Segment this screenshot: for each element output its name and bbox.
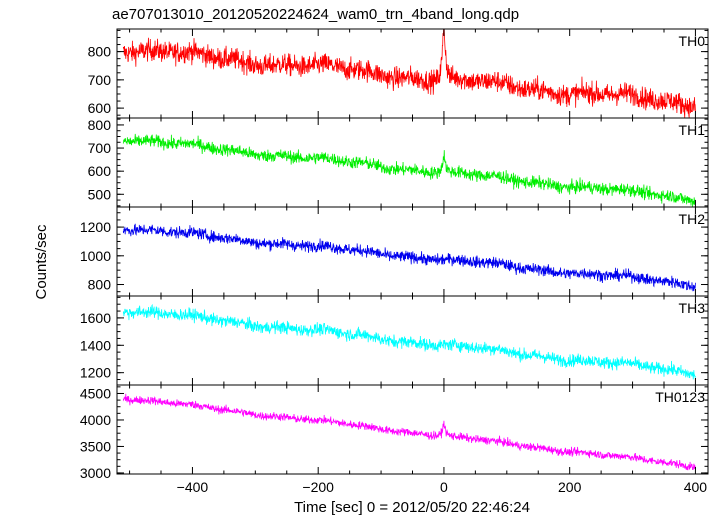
- y-tick-label: 800: [88, 44, 112, 60]
- y-tick-label: 700: [88, 140, 112, 156]
- y-tick-label: 700: [88, 72, 112, 88]
- x-tick-label: 0: [440, 479, 448, 495]
- y-axis-label: Counts/sec: [33, 224, 50, 300]
- y-tick-label: 1200: [80, 365, 111, 381]
- panel-frame: [116, 28, 709, 119]
- y-tick-label: 1200: [80, 219, 111, 235]
- panels-group: 600 700 800 TH0 500 600 700 800 TH1 800 1000 1200 TH…: [80, 28, 709, 495]
- series-th3: [122, 303, 696, 380]
- series-th0123: [122, 393, 696, 471]
- y-tick-label: 1600: [80, 310, 111, 326]
- panel-frame: [116, 384, 709, 475]
- y-tick-label: 4500: [80, 385, 111, 401]
- band-label-th3: TH3: [679, 300, 706, 316]
- series-th0: [122, 29, 696, 118]
- band-label-th2: TH2: [679, 211, 706, 227]
- y-tick-label: 500: [88, 186, 112, 202]
- panel-th1: 500 600 700 800 TH1: [88, 117, 709, 208]
- panel-th0: 600 700 800 TH0: [88, 28, 709, 119]
- y-tick-label: 800: [88, 277, 112, 293]
- y-tick-label: 800: [88, 117, 112, 133]
- x-tick-label: 400: [684, 479, 708, 495]
- band-label-th1: TH1: [679, 122, 706, 138]
- series-th2: [122, 223, 696, 292]
- y-tick-label: 600: [88, 100, 112, 116]
- band-label-th0: TH0: [679, 33, 706, 49]
- y-tick-label: 3500: [80, 438, 111, 454]
- x-tick-label: 200: [558, 479, 582, 495]
- y-tick-label: 1400: [80, 337, 111, 353]
- panel-th0123: 3000 3500 4000 4500 TH0123: [80, 384, 709, 481]
- x-axis-label: Time [sec] 0 = 2012/05/20 22:46:24: [294, 499, 530, 516]
- band-label-th0123: TH0123: [655, 389, 705, 405]
- panel-frame: [116, 295, 709, 386]
- y-tick-label: 3000: [80, 465, 111, 481]
- x-tick-label: −400: [177, 479, 209, 495]
- panel-th3: 1200 1400 1600 TH3: [80, 295, 709, 386]
- y-tick-label: 600: [88, 163, 112, 179]
- panel-th2: 800 1000 1200 TH2: [80, 206, 709, 297]
- y-tick-label: 4000: [80, 412, 111, 428]
- chart-title: ae707013010_20120520224624_wam0_trn_4ban…: [112, 6, 519, 23]
- series-th1: [122, 133, 696, 207]
- x-tick-label: −200: [302, 479, 334, 495]
- y-tick-label: 1000: [80, 248, 111, 264]
